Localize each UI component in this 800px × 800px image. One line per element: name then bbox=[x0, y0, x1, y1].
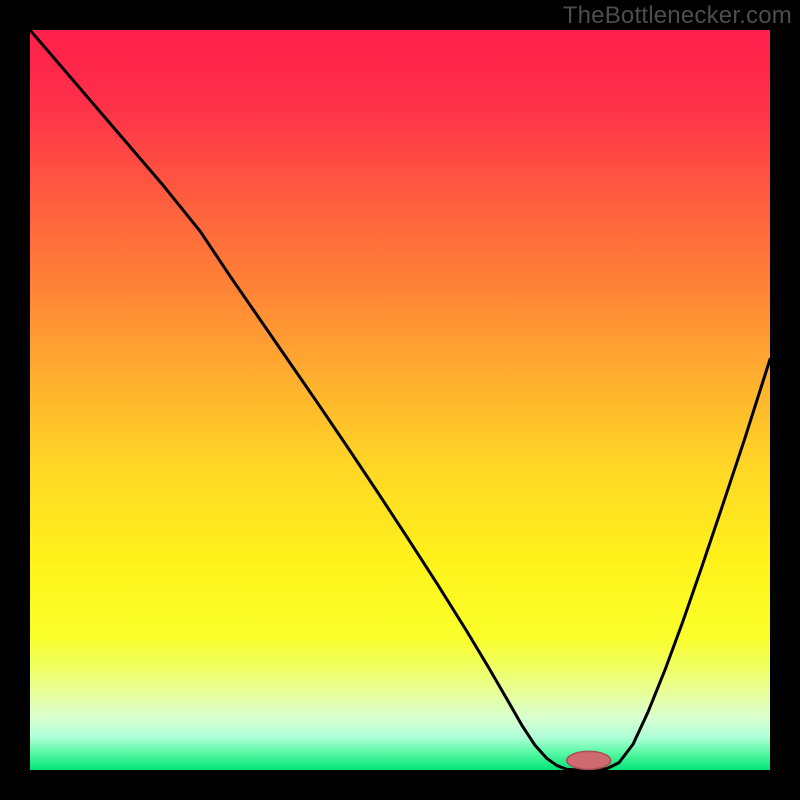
optimal-marker bbox=[567, 751, 611, 769]
plot-area bbox=[30, 30, 770, 770]
watermark-text: TheBottlenecker.com bbox=[563, 2, 792, 30]
chart-container: TheBottlenecker.com bbox=[0, 0, 800, 800]
bottleneck-chart bbox=[0, 0, 800, 800]
